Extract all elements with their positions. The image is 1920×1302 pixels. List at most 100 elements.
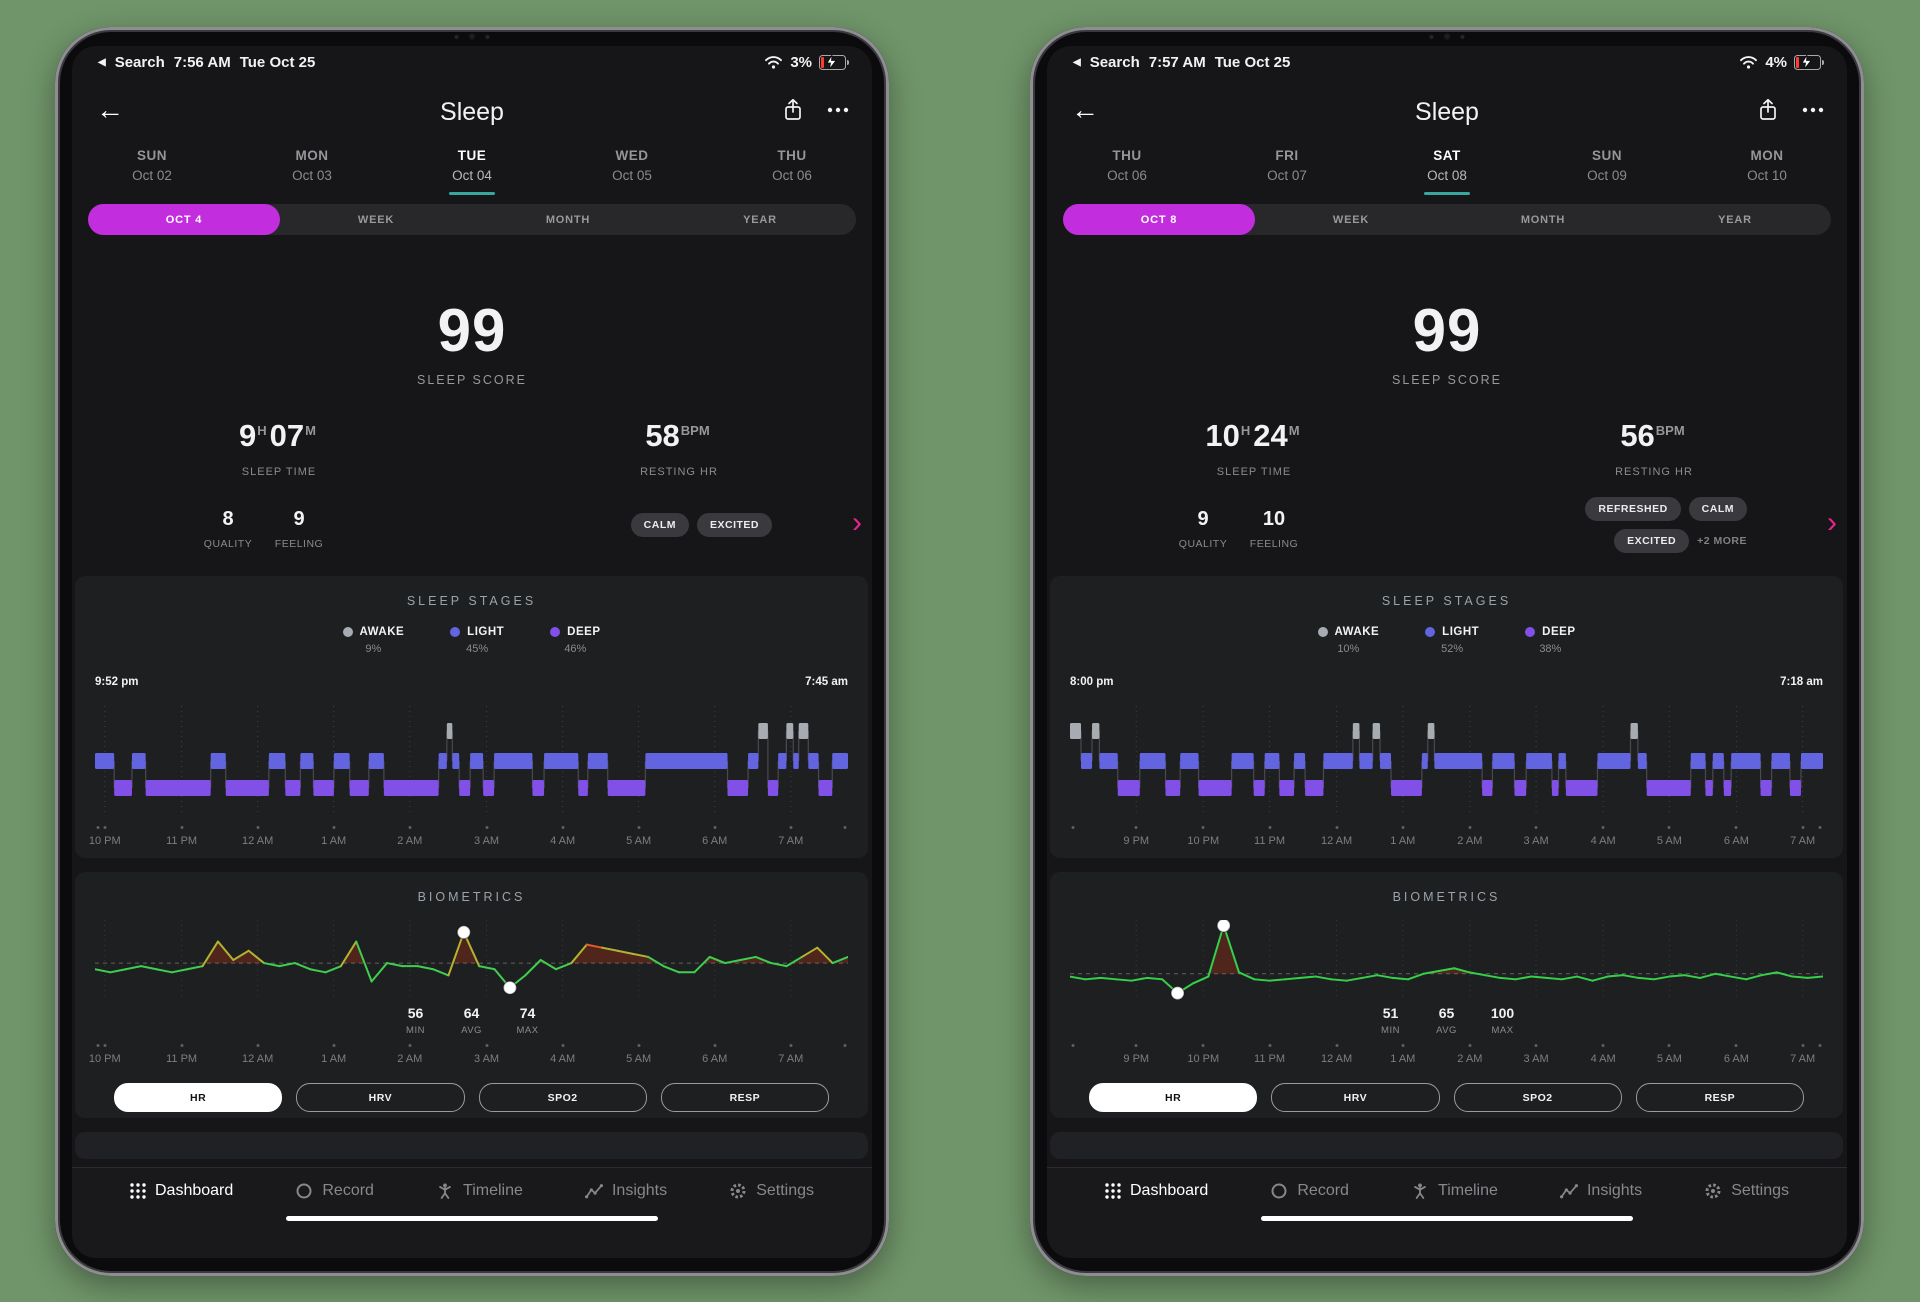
biometric-buttons: HR HRV SPO2 RESP	[114, 1083, 829, 1112]
bio-button-resp[interactable]: RESP	[1635, 1083, 1804, 1112]
axis-label: 11 PM	[1254, 835, 1286, 847]
range-tab-oct-8[interactable]: OCT 8	[1063, 204, 1255, 235]
nav-label: Timeline	[1438, 1182, 1498, 1199]
axis-tick-dot	[1601, 1044, 1605, 1047]
nav-item-dashboard[interactable]: Dashboard	[130, 1182, 233, 1200]
day-tab-fri[interactable]: FRI Oct 07	[1207, 146, 1367, 183]
bio-button-spo2[interactable]: SPO2	[478, 1083, 647, 1112]
day-tab-sun[interactable]: SUN Oct 09	[1527, 146, 1687, 183]
day-date: Oct 10	[1747, 168, 1787, 183]
details-chevron[interactable]: ›	[1827, 506, 1837, 539]
bio-button-hr[interactable]: HR	[114, 1083, 283, 1112]
nav-item-settings[interactable]: Settings	[1704, 1182, 1789, 1200]
range-tab-week[interactable]: WEEK	[357, 213, 395, 226]
status-back-label: Search	[114, 54, 165, 71]
day-tab-thu[interactable]: THU Oct 06	[1047, 146, 1207, 183]
axis-label: 12 AM	[1320, 835, 1353, 847]
range-tab-month[interactable]: MONTH	[1520, 213, 1566, 226]
share-button[interactable]	[1757, 98, 1779, 122]
day-tab-mon[interactable]: MON Oct 03	[232, 146, 392, 183]
nav-item-insights[interactable]: Insights	[1559, 1182, 1642, 1200]
axis-tick-dot	[1401, 1044, 1405, 1047]
hypnogram-chart[interactable]	[1070, 700, 1823, 820]
back-to-search[interactable]: ◀ Search 7:56 AM Tue Oct 25	[98, 54, 315, 71]
day-tab-tue[interactable]: TUE Oct 04	[392, 146, 552, 195]
more-button[interactable]	[1801, 106, 1825, 114]
nav-item-settings[interactable]: Settings	[729, 1182, 814, 1200]
bio-button-hr[interactable]: HR	[1089, 1083, 1258, 1112]
wifi-icon	[1739, 55, 1758, 70]
legend-label: DEEP	[1542, 626, 1576, 638]
axis-label: 1 AM	[321, 835, 347, 847]
battery-percent: 3%	[790, 54, 812, 71]
day-tab-mon[interactable]: MON Oct 10	[1687, 146, 1847, 183]
axis-tick-dot	[789, 1044, 793, 1047]
details-chevron[interactable]: ›	[852, 506, 862, 539]
resting-hr-stat: 56BPM RESTING HR	[1447, 418, 1847, 478]
bio-button-spo2[interactable]: SPO2	[1453, 1083, 1622, 1112]
day-name: SUN	[1591, 148, 1622, 163]
quality-stat: 9 QUALITY	[1163, 508, 1243, 550]
sleep-time-hours: 10	[1205, 418, 1240, 453]
range-tab-year[interactable]: YEAR	[1718, 213, 1752, 226]
back-button[interactable]: ←	[96, 94, 124, 125]
day-tab-sun[interactable]: SUN Oct 02	[72, 146, 232, 183]
timeline-icon	[1411, 1182, 1429, 1200]
bio-stat-value: 74	[519, 1005, 536, 1021]
bio-button-hrv[interactable]: HRV	[1271, 1083, 1440, 1112]
nav-item-timeline[interactable]: Timeline	[1411, 1182, 1498, 1200]
sleep-time-minutes-unit: M	[305, 422, 316, 438]
nav-item-record[interactable]: Record	[295, 1182, 374, 1200]
bio-button-resp[interactable]: RESP	[660, 1083, 829, 1112]
home-indicator[interactable]	[1261, 1216, 1633, 1221]
nav-item-insights[interactable]: Insights	[584, 1182, 667, 1200]
mood-tag: EXCITED	[696, 513, 772, 537]
selected-day-underline	[449, 192, 495, 195]
share-button[interactable]	[782, 98, 804, 122]
nav-item-record[interactable]: Record	[1270, 1182, 1349, 1200]
biometrics-chart[interactable]	[1070, 920, 1823, 1000]
range-tab-oct-4[interactable]: OCT 4	[88, 204, 280, 235]
back-triangle-icon: ◀	[98, 57, 106, 68]
axis-label: 11 PM	[166, 835, 198, 847]
bio-stat-label: AVG	[461, 1025, 482, 1036]
nav-item-dashboard[interactable]: Dashboard	[1105, 1182, 1208, 1200]
legend-label: LIGHT	[467, 626, 505, 638]
legend-row: AWAKE	[1317, 626, 1380, 638]
legend-row: LIGHT	[1425, 626, 1479, 638]
bio-stat-value: 56	[407, 1005, 424, 1021]
day-tab-sat[interactable]: SAT Oct 08	[1367, 146, 1527, 195]
more-button[interactable]	[826, 106, 850, 114]
hypnogram-chart[interactable]	[95, 700, 848, 820]
biometrics-chart[interactable]	[95, 920, 848, 1000]
bio-stat-label: MIN	[406, 1025, 425, 1036]
axis-edge-dot	[1818, 826, 1822, 829]
feeling-value: 10	[1262, 508, 1286, 530]
range-tab-month[interactable]: MONTH	[545, 213, 591, 226]
day-tab-wed[interactable]: WED Oct 05	[552, 146, 712, 183]
back-button[interactable]: ←	[1071, 94, 1099, 125]
more-tags-link[interactable]: +2 MORE	[1697, 535, 1747, 547]
day-tabs: SUN Oct 02 MON Oct 03 TUE Oct 04 WED Oct 05 THU O…	[72, 146, 872, 195]
axis-tick-dot	[561, 1044, 565, 1047]
axis-tick-dot	[1134, 1044, 1138, 1047]
legend-item-awake: AWAKE 9%	[342, 626, 405, 655]
bio-button-hrv[interactable]: HRV	[296, 1083, 465, 1112]
mood-tag: CALM	[1688, 497, 1747, 521]
axis-tick-dot	[1734, 1044, 1738, 1047]
home-indicator[interactable]	[286, 1216, 658, 1221]
axis-edge-dot	[843, 826, 847, 829]
axis-label: 5 AM	[1656, 1053, 1682, 1065]
range-tabs: OCT 4 WEEK MONTH YEAR	[88, 204, 856, 235]
bottom-nav: Dashboard Record Timeline Insights Settings	[1047, 1167, 1847, 1258]
range-tab-week[interactable]: WEEK	[1332, 213, 1370, 226]
axis-label: 6 AM	[1723, 835, 1749, 847]
day-tab-thu[interactable]: THU Oct 06	[712, 146, 872, 183]
back-to-search[interactable]: ◀ Search 7:57 AM Tue Oct 25	[1073, 54, 1290, 71]
quality-value: 9	[1197, 508, 1209, 530]
axis-tick-dot	[180, 1044, 184, 1047]
nav-item-timeline[interactable]: Timeline	[436, 1182, 523, 1200]
axis-label: 4 AM	[1590, 1053, 1616, 1065]
range-tab-year[interactable]: YEAR	[743, 213, 777, 226]
resting-hr-stat: 58BPM RESTING HR	[472, 418, 872, 478]
